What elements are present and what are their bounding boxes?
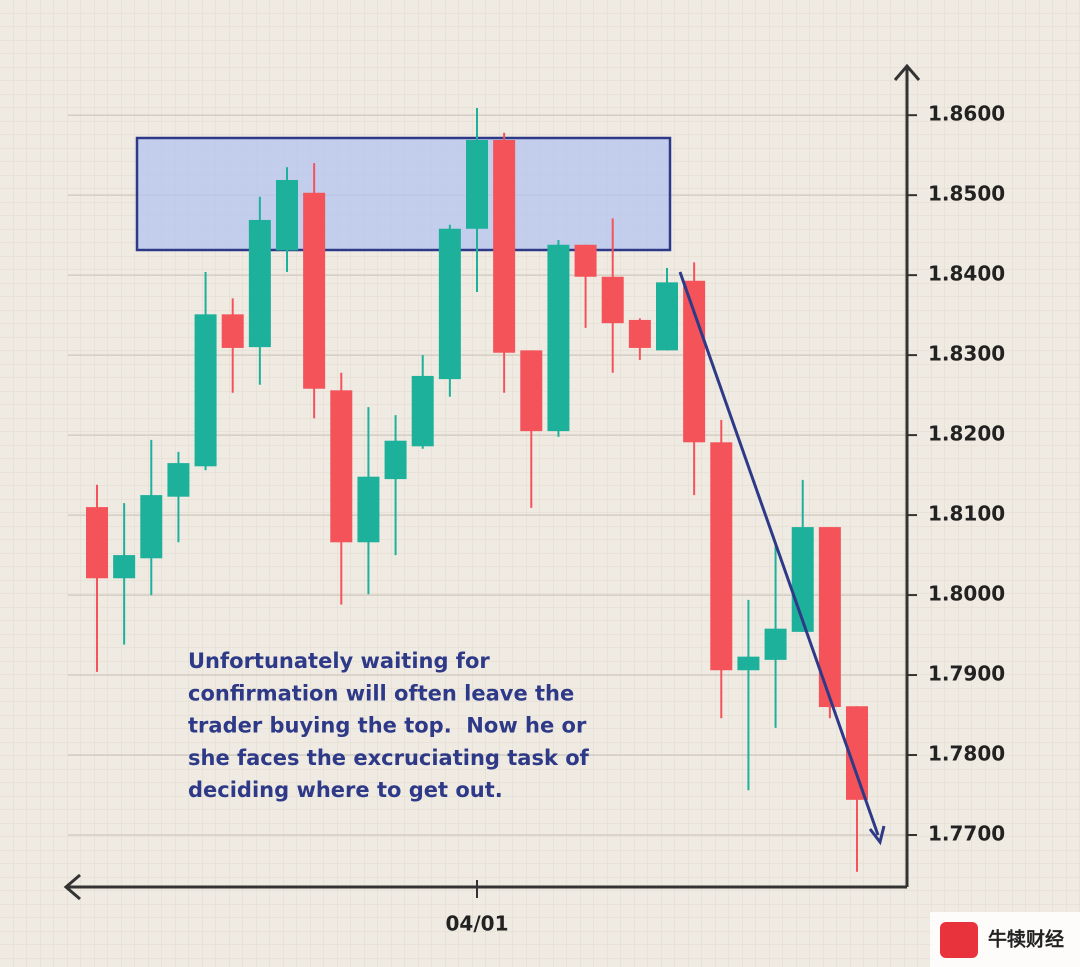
candle-body [113, 555, 136, 579]
watermark: 牛犊财经 [988, 928, 1064, 951]
candle-body [357, 476, 380, 543]
candle-body [438, 228, 461, 380]
y-tick-label: 1.8000 [928, 582, 1005, 606]
highlight-box [135, 136, 672, 252]
y-tick-label: 1.8200 [928, 422, 1005, 446]
candle-body [466, 139, 488, 229]
annotation-line: she faces the excruciating task of [188, 746, 590, 770]
candle-body [818, 527, 841, 708]
candle-body [574, 244, 597, 277]
annotation-line: trader buying the top. Now he or [188, 714, 587, 738]
candle-body [86, 507, 108, 579]
y-axis-arrow [893, 63, 921, 81]
candle-body [764, 628, 787, 660]
candle-body [303, 192, 326, 389]
candle-body [140, 495, 163, 559]
x-axis-arrow [63, 873, 81, 901]
y-tick-label: 1.8500 [928, 182, 1005, 206]
candle-body [737, 656, 760, 671]
y-tick-label: 1.8400 [928, 262, 1005, 286]
candle-body [846, 706, 868, 800]
annotation-line: deciding where to get out. [188, 778, 503, 802]
watermark-logo [940, 922, 978, 958]
candle-body [628, 319, 651, 348]
candle-body [248, 219, 271, 348]
candle-body [710, 442, 733, 671]
y-tick-label: 1.7700 [928, 822, 1005, 846]
annotation-line: confirmation will often leave the [188, 681, 574, 705]
candle-body [194, 314, 217, 467]
y-tick-label: 1.8600 [928, 102, 1005, 126]
x-tick-label: 04/01 [446, 912, 509, 936]
trend-arrow-head [868, 825, 886, 846]
candle-body [683, 280, 706, 443]
trend-arrow [678, 271, 880, 836]
annotation: Unfortunately waiting for confirmation wi… [188, 649, 590, 802]
y-tick-label: 1.8300 [928, 342, 1005, 366]
y-tick-label: 1.7800 [928, 742, 1005, 766]
candle-body [411, 375, 434, 447]
candle-body [221, 314, 244, 348]
candle-body [520, 350, 543, 432]
candle-body [601, 276, 624, 324]
candle-body [330, 390, 353, 543]
candle-body [656, 282, 678, 351]
candle-body [276, 179, 298, 251]
candle-body [493, 139, 516, 353]
candle-body [384, 440, 407, 480]
y-tick-label: 1.7900 [928, 662, 1005, 686]
candle-body [167, 463, 190, 497]
annotation-line: Unfortunately waiting for [188, 649, 490, 673]
y-tick-label: 1.8100 [928, 502, 1005, 526]
candle-body [791, 527, 814, 632]
candle-body [547, 244, 570, 432]
